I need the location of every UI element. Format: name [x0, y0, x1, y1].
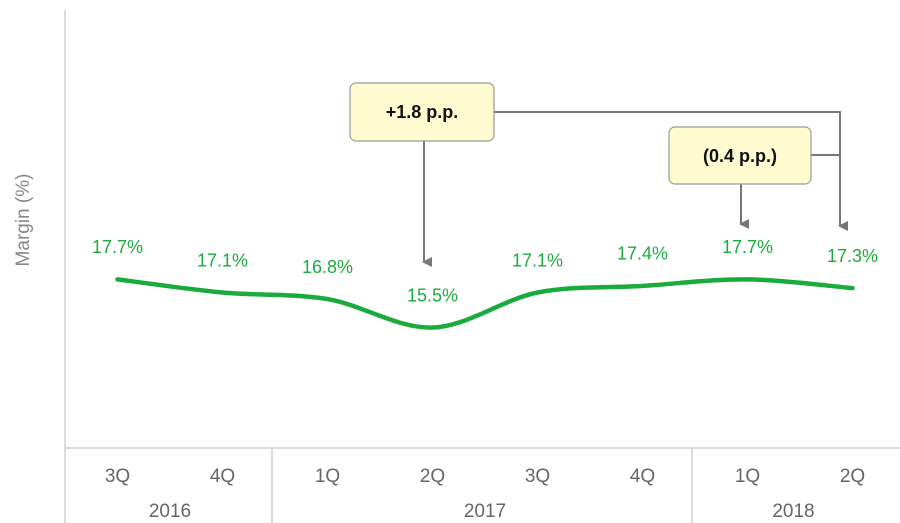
x-group-label: 2017 [464, 501, 506, 522]
x-group-label: 2018 [772, 501, 814, 522]
data-label: 17.3% [827, 246, 878, 266]
x-tick-label: 2Q [840, 466, 865, 487]
data-label: 16.8% [302, 257, 353, 277]
data-label: 17.7% [92, 237, 143, 257]
x-tick-label: 1Q [735, 466, 760, 487]
annotation: (0.4 p.p.) [703, 146, 777, 166]
x-tick-label: 4Q [630, 466, 655, 487]
line [115, 277, 855, 330]
arrow [494, 111, 848, 231]
data-label: 17.1% [512, 250, 563, 270]
x-tick-label: 3Q [105, 466, 130, 487]
x-tick-label: 3Q [525, 466, 550, 487]
x-tick-label: 4Q [210, 466, 235, 487]
data-label: 17.7% [722, 237, 773, 257]
data-label: 15.5% [407, 285, 458, 305]
data-label: 17.4% [617, 244, 668, 264]
x-group-label: 2016 [149, 501, 191, 522]
data-label: 17.1% [197, 250, 248, 270]
annotation-box [668, 126, 812, 185]
annotation: +1.8 p.p. [386, 102, 459, 122]
x-tick-label: 2Q [420, 466, 445, 487]
y-axis-label: Margin (%) [13, 174, 34, 267]
x-tick-label: 1Q [315, 466, 340, 487]
annotation-box [349, 82, 495, 142]
